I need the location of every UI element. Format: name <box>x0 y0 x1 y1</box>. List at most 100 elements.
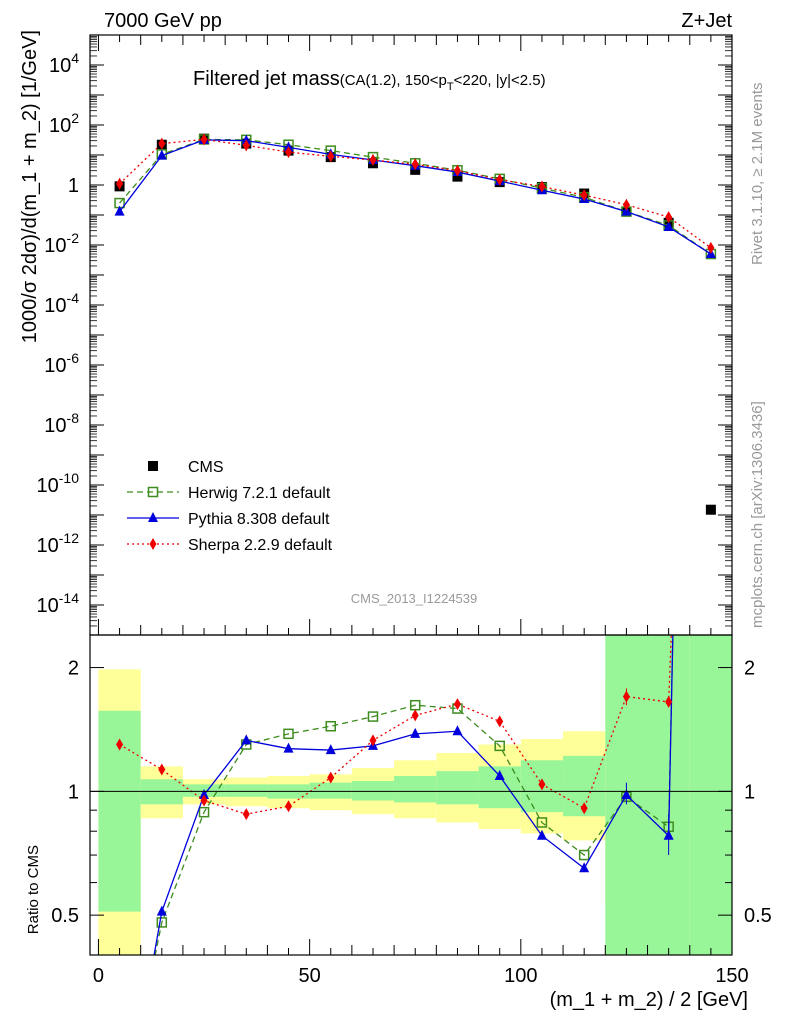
main-ytick-label: 10-8 <box>44 410 79 437</box>
axes-layer: 10-14 10-12 10-10 10-8 10-6 10-4 10-2 1 102 104 0 5… <box>37 34 772 987</box>
pythia-ratio-point <box>536 829 547 840</box>
band-green-14 <box>689 635 732 955</box>
sherpa-ratio-point <box>538 778 546 791</box>
ratio-ytick-label-right: 0.5 <box>744 905 772 927</box>
xtick-label: 100 <box>504 965 537 987</box>
sherpa-ratio-point <box>242 808 250 821</box>
rivet-label: Rivet 3.1.10, ≥ 2.1M events <box>749 83 766 266</box>
legend-label-sherpa: Sherpa 2.2.9 default <box>188 537 333 554</box>
legend: CMS Herwig 7.2.1 default Pythia 8.308 defa… <box>127 459 333 554</box>
ratio-ytick-label-right: 2 <box>744 658 755 680</box>
sherpa-ratio-point <box>200 794 208 807</box>
herwig-ratio-point <box>156 917 168 928</box>
pythia-point <box>663 220 674 231</box>
herwig-ratio-point <box>198 806 210 818</box>
pythia-point <box>114 205 125 216</box>
sherpa-point <box>707 241 715 254</box>
pythia-ratio-point <box>241 734 252 745</box>
title-main: Filtered jet mass <box>193 68 340 90</box>
band-green-5 <box>309 782 352 799</box>
herwig-ratio-point <box>283 728 294 740</box>
ratio-ytick-label: 2 <box>68 658 79 680</box>
pythia-ratio-point <box>494 769 505 780</box>
pythia-ratio-point <box>283 742 294 753</box>
x-axis-label: (m_1 + m_2) / 2 [GeV] <box>550 989 748 1011</box>
xtick-label: 0 <box>93 965 104 987</box>
ratio-ytick-label: 1 <box>68 781 79 803</box>
plot-title: Filtered jet mass(CA(1.2), 150<pT<220, |… <box>193 68 546 93</box>
title-cuts-b: <220, |y|<2.5) <box>454 72 546 89</box>
ratio-frame <box>89 634 733 956</box>
main-ytick-label: 10-10 <box>37 470 80 497</box>
main-ytick-label: 10-14 <box>37 590 80 617</box>
main-series-layer <box>114 133 717 515</box>
main-ylabel: 1000/σ 2dσ)/d(m_1 + m_2) [1/GeV] <box>19 30 41 343</box>
ratio-series-layer <box>116 635 674 955</box>
sherpa-ratio-point <box>116 738 124 751</box>
mcplots-label: mcplots.cern.ch [arXiv:1306.3436] <box>749 401 766 628</box>
ratio-ytick-label: 0.5 <box>51 905 79 927</box>
herwig-ratio-point <box>536 817 548 828</box>
pythia-ratio-point <box>579 862 590 873</box>
legend-marker-cms <box>148 461 158 471</box>
xtick-label: 50 <box>299 965 321 987</box>
legend-label-cms: CMS <box>188 459 224 476</box>
legend-marker-pythia <box>148 512 158 522</box>
sherpa-line <box>119 138 712 249</box>
main-ytick-label: 1 <box>68 175 79 197</box>
main-frame <box>89 34 733 636</box>
main-ytick-label: 10-2 <box>44 230 79 257</box>
header-right: Z+Jet <box>681 10 732 32</box>
band-green-6 <box>351 780 395 801</box>
legend-label-pythia: Pythia 8.308 default <box>188 511 330 528</box>
band-green-13 <box>647 635 690 955</box>
pythia-point <box>156 149 167 160</box>
sherpa-ratio-point <box>285 800 293 813</box>
pythia-ratio-point <box>452 725 463 736</box>
sherpa-point <box>242 139 250 152</box>
herwig-ratio-point <box>494 740 505 752</box>
ratio-ylabel: Ratio to CMS <box>25 845 42 934</box>
legend-marker-herwig <box>147 486 159 498</box>
sherpa-point <box>285 146 293 159</box>
sherpa-point <box>622 198 630 211</box>
legend-label-herwig: Herwig 7.2.1 default <box>188 485 331 502</box>
pythia-line <box>119 139 712 255</box>
band-green-8 <box>436 771 479 805</box>
sherpa-ratio-point <box>453 698 461 711</box>
sherpa-ratio-point <box>665 695 673 708</box>
sherpa-point <box>369 154 377 167</box>
main-ytick-label: 102 <box>49 110 79 137</box>
herwig-ratio-point <box>578 849 590 861</box>
herwig-ratio-point <box>367 711 379 722</box>
sherpa-point <box>538 180 546 193</box>
sherpa-point <box>116 177 124 190</box>
band-green-3 <box>225 784 268 797</box>
sherpa-ratio-point <box>158 763 166 776</box>
legend-marker-sherpa <box>149 538 157 550</box>
cms-point <box>705 504 716 515</box>
sherpa-ratio-point <box>327 771 335 784</box>
xtick-label: 150 <box>715 965 748 987</box>
sherpa-point <box>411 158 419 171</box>
herwig-ratio-line <box>154 635 674 955</box>
ratio-ytick-label-right: 1 <box>744 781 755 803</box>
sherpa-point <box>327 150 335 163</box>
sherpa-ratio-point <box>496 715 504 728</box>
main-ytick-label: 10-4 <box>44 290 79 317</box>
sherpa-point <box>580 189 588 202</box>
sherpa-ratio-point <box>580 802 588 815</box>
analysis-watermark: CMS_2013_I1224539 <box>351 591 478 606</box>
ratio-uncertainty-bands <box>98 635 732 955</box>
herwig-ratio-point <box>325 720 336 732</box>
sherpa-ratio-point <box>369 734 377 747</box>
band-green-7 <box>394 775 437 803</box>
sherpa-point <box>200 133 208 146</box>
pythia-ratio-point <box>325 744 336 755</box>
sherpa-point <box>496 173 504 186</box>
pythia-ratio-point <box>156 905 167 916</box>
title-cuts-sub: T <box>447 81 454 93</box>
herwig-line <box>119 138 712 255</box>
pythia-ratio-point <box>410 727 421 738</box>
